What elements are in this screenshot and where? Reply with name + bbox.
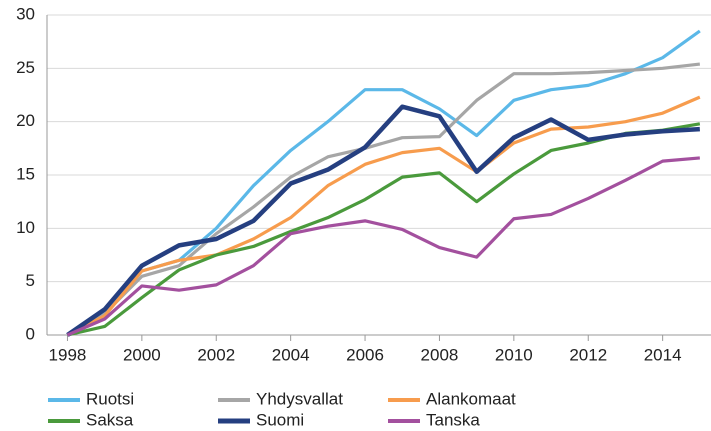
y-tick-label: 0	[26, 324, 35, 343]
y-tick-label: 30	[16, 4, 35, 23]
legend-label: Yhdysvallat	[256, 389, 343, 408]
legend-label: Alankomaat	[426, 389, 516, 408]
x-tick-label: 2008	[421, 345, 459, 364]
series-line	[66, 156, 700, 337]
x-tick-label: 2012	[569, 345, 607, 364]
x-tick-label: 2004	[272, 345, 310, 364]
series-line	[66, 95, 701, 337]
x-tick-label: 2006	[346, 345, 384, 364]
x-tick-label: 2010	[495, 345, 533, 364]
legend-label: Suomi	[256, 410, 304, 429]
legend-label: Tanska	[426, 410, 480, 429]
x-tick-label: 2014	[644, 345, 682, 364]
x-tick-label: 1998	[49, 345, 87, 364]
y-tick-label: 25	[16, 58, 35, 77]
y-tick-label: 5	[26, 271, 35, 290]
legend-label: Saksa	[86, 410, 134, 429]
x-tick-label: 2000	[123, 345, 161, 364]
y-tick-label: 10	[16, 218, 35, 237]
x-tick-label: 2002	[197, 345, 235, 364]
series-line	[66, 104, 700, 337]
series-line	[67, 122, 701, 337]
y-tick-label: 15	[16, 164, 35, 183]
series-line	[66, 62, 701, 337]
legend-label: Ruotsi	[86, 389, 134, 408]
y-tick-label: 20	[16, 111, 35, 130]
